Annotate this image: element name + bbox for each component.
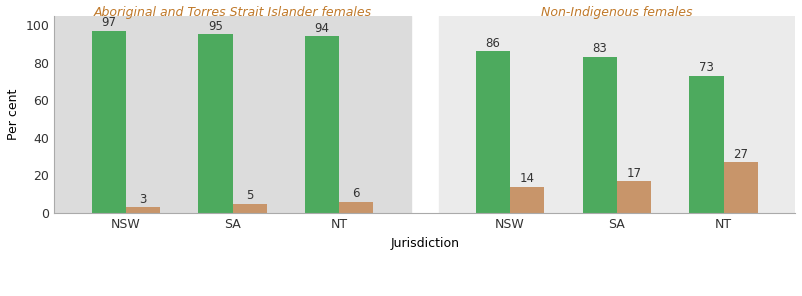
Text: 27: 27 bbox=[733, 148, 748, 161]
Y-axis label: Per cent: Per cent bbox=[7, 89, 20, 140]
Text: 94: 94 bbox=[314, 22, 330, 35]
Text: 17: 17 bbox=[626, 167, 642, 180]
Bar bbox=[339, 202, 374, 213]
Text: 14: 14 bbox=[520, 172, 535, 185]
Text: 86: 86 bbox=[485, 37, 500, 50]
Text: 95: 95 bbox=[208, 20, 223, 33]
Bar bbox=[439, 16, 795, 213]
Bar bbox=[617, 181, 651, 213]
Text: 83: 83 bbox=[593, 43, 607, 55]
Bar bbox=[91, 31, 126, 213]
Bar bbox=[305, 36, 339, 213]
Bar bbox=[126, 207, 160, 213]
Text: 5: 5 bbox=[246, 189, 253, 202]
Text: 6: 6 bbox=[353, 187, 360, 200]
Bar bbox=[55, 16, 411, 213]
Bar bbox=[690, 76, 723, 213]
Bar bbox=[510, 187, 545, 213]
Text: 3: 3 bbox=[140, 193, 147, 206]
Text: 73: 73 bbox=[699, 61, 714, 74]
Bar bbox=[233, 204, 266, 213]
Text: Aboriginal and Torres Strait Islander females: Aboriginal and Torres Strait Islander fe… bbox=[94, 7, 371, 19]
Bar bbox=[582, 57, 617, 213]
Bar bbox=[476, 51, 510, 213]
Text: Non-Indigenous females: Non-Indigenous females bbox=[541, 7, 693, 19]
Text: 97: 97 bbox=[101, 16, 116, 29]
X-axis label: Jurisdiction: Jurisdiction bbox=[390, 237, 460, 250]
Bar bbox=[723, 162, 758, 213]
Bar bbox=[198, 34, 233, 213]
